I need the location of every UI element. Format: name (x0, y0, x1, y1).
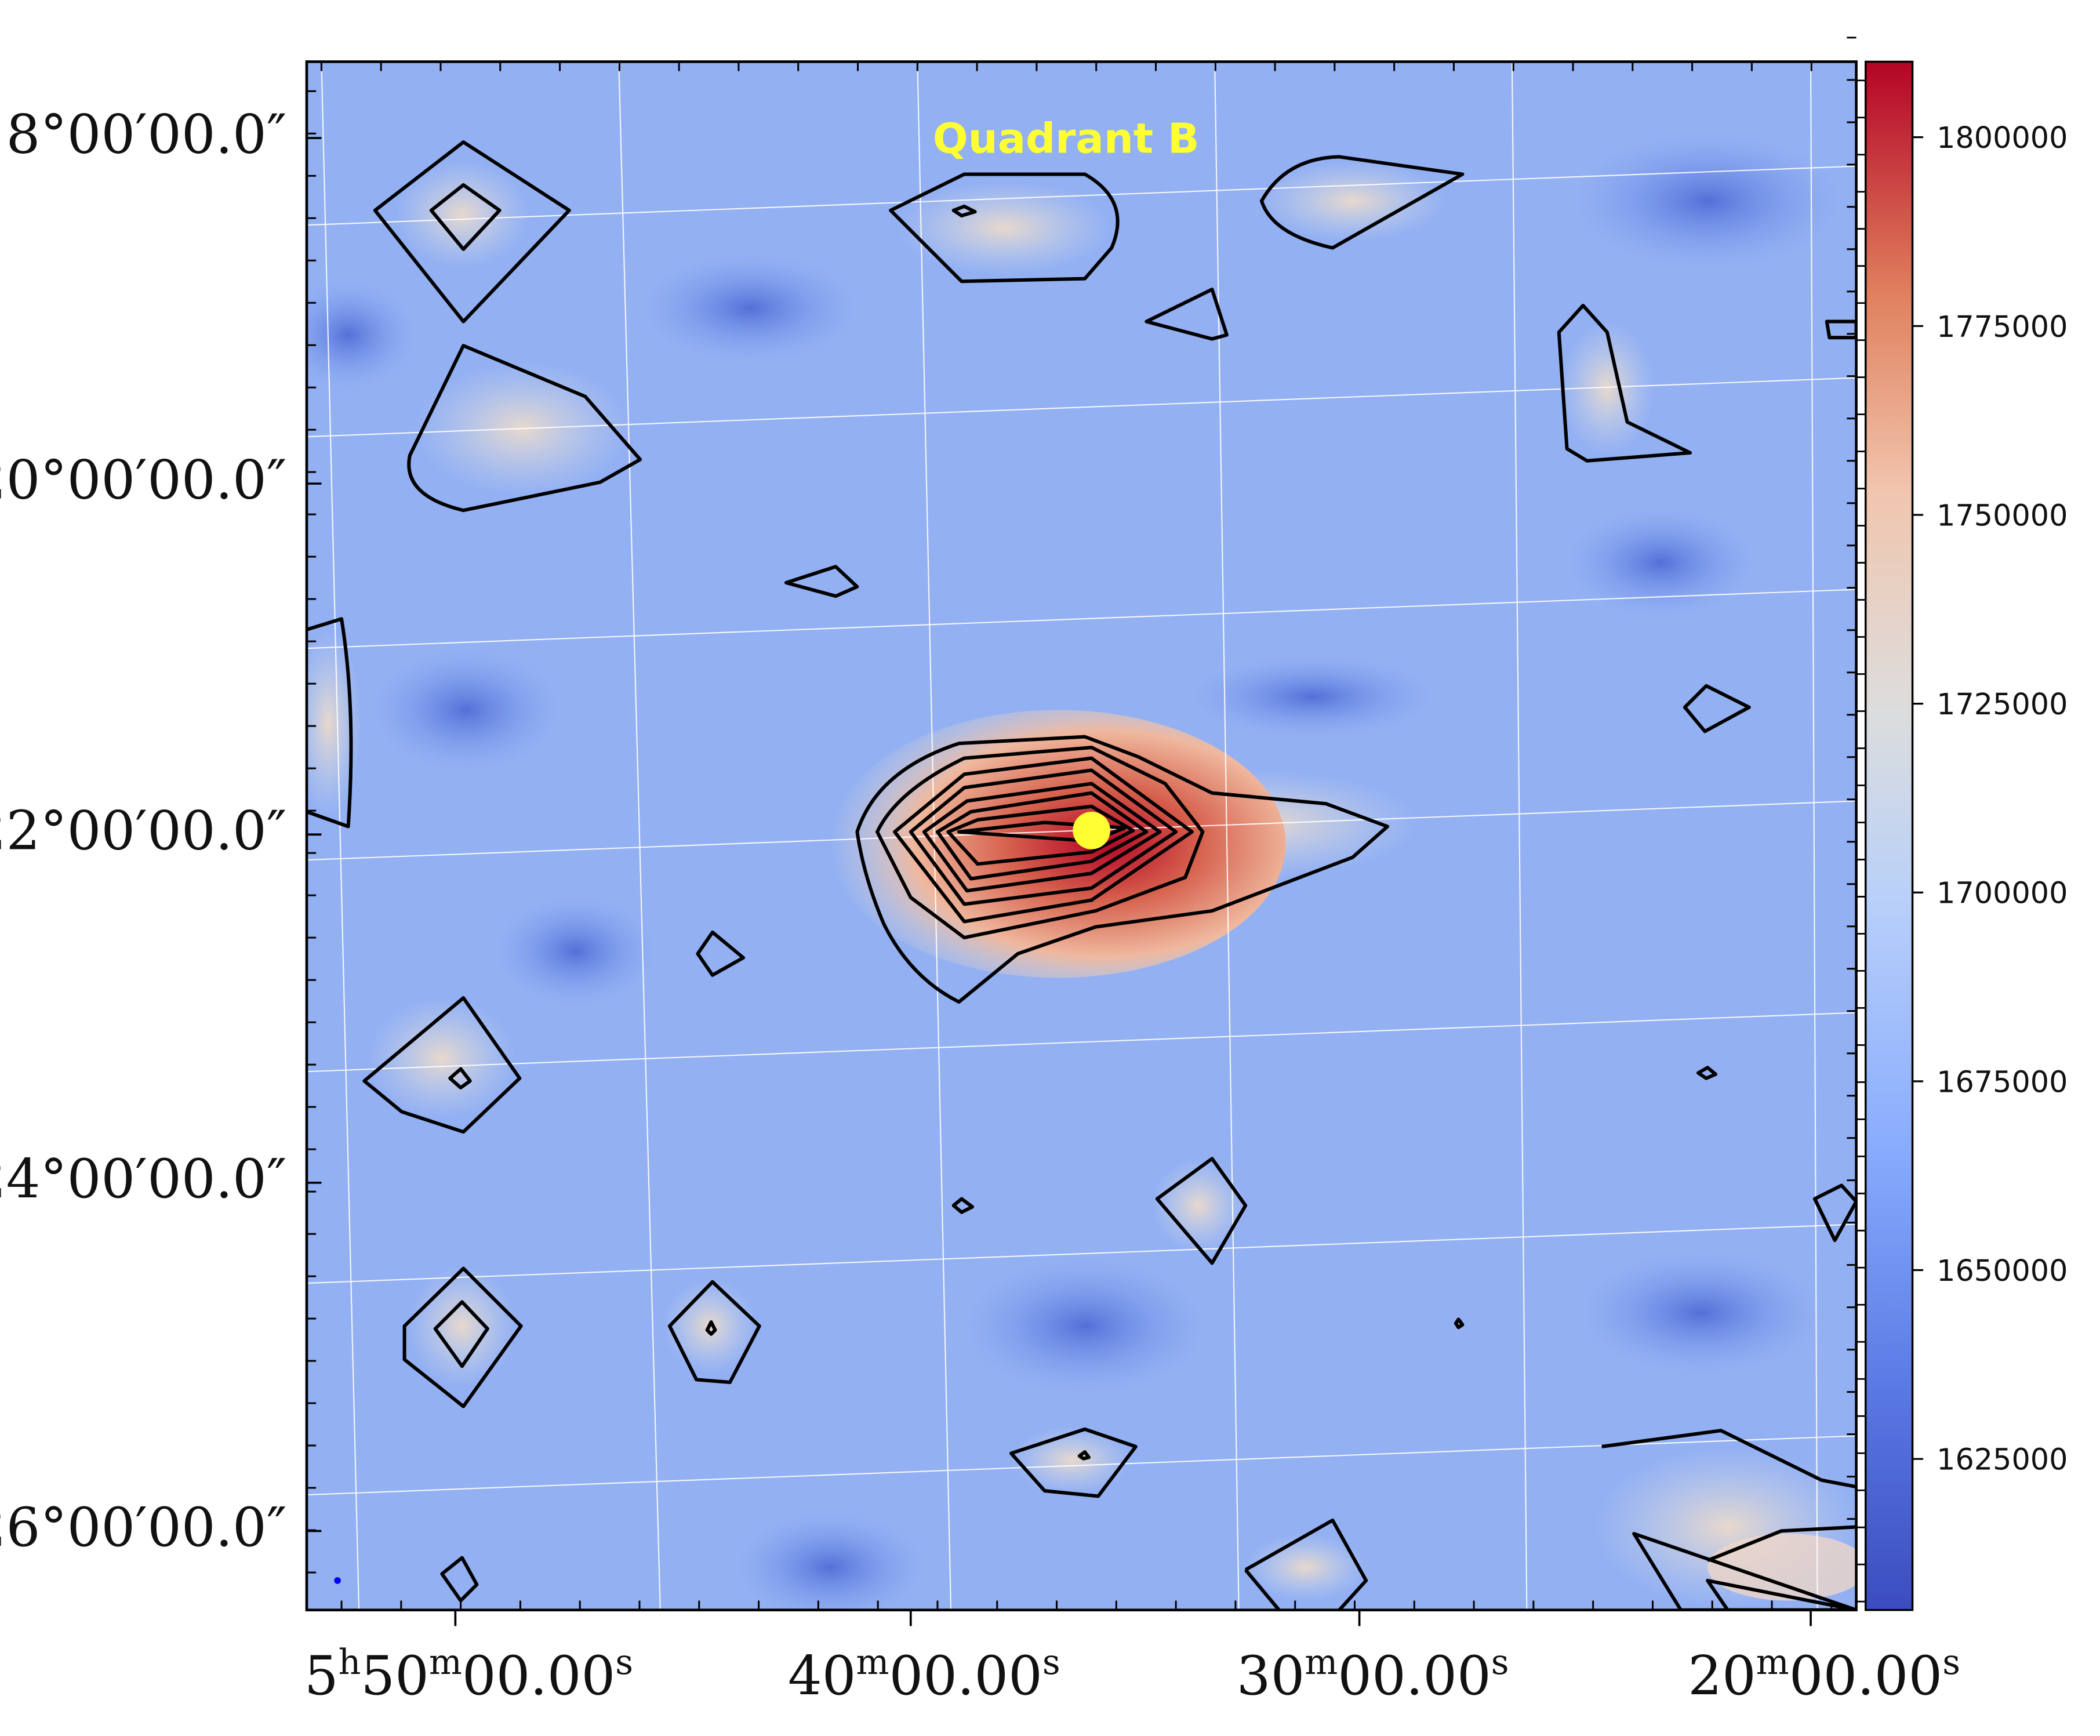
contour-region (1825, 319, 1856, 340)
dec-tick-label: 22°00′00.0″ (0, 800, 286, 862)
ra-tick-label: 20m00.00s (1688, 1642, 1960, 1707)
contour-region (429, 183, 502, 251)
contour-region (373, 140, 571, 324)
contour-region (784, 565, 859, 598)
contour-region (1155, 1157, 1248, 1265)
beam-marker (334, 1577, 341, 1584)
contour-region (440, 1556, 479, 1603)
colorbar-tick-label: 1675000 (1936, 1065, 2068, 1099)
quadrant-annotation: Quadrant B (933, 114, 1200, 162)
colorbar-tick-label: 1800000 (1936, 121, 2068, 155)
ra-axis: 5h50m00.00s 40m00.00s 30m00.00s 20m00.00s (304, 1610, 1960, 1707)
contour-region (1244, 1518, 1368, 1610)
contour-region (1601, 1429, 1856, 1610)
contour-region (407, 344, 642, 513)
contour-peak (922, 782, 1162, 893)
contour-peak (909, 768, 1178, 906)
contour-region (1259, 155, 1465, 250)
colorbar-ticks: 1625000 1650000 1675000 1700000 1725000 17500… (1856, 79, 2068, 1603)
contour-peak (935, 791, 1149, 881)
colorbar-tick-label: 1625000 (1936, 1443, 2068, 1477)
colorbar-tick-label: 1725000 (1936, 687, 2068, 721)
contour-region (705, 1320, 717, 1336)
dec-tick-label: 18°00′00.0″ (0, 103, 286, 165)
contour-region (889, 172, 1120, 284)
contour-region (1454, 1317, 1465, 1330)
ra-tick-label: 5h50m00.00s (304, 1642, 633, 1707)
ra-tick-label: 30m00.00s (1237, 1642, 1509, 1707)
dec-tick-label: 24°00′00.0″ (0, 1147, 286, 1210)
contour-region (1706, 1525, 1856, 1610)
colorbar-tick-label: 1775000 (1936, 310, 2068, 344)
contour-region (1696, 1066, 1718, 1080)
colorbar (1865, 60, 1914, 1611)
contour-peak (855, 735, 1390, 1004)
contour-region (402, 1266, 523, 1408)
contour-lines (306, 140, 1856, 1610)
contour-region (1557, 303, 1692, 463)
contour-peak (957, 820, 1127, 843)
contour-peak (893, 756, 1194, 924)
axis-ticks (306, 37, 1856, 1610)
contour-region (362, 996, 522, 1134)
dec-tick-label: 20°00′00.0″ (0, 448, 286, 511)
contour-region (696, 930, 746, 977)
colorbar-tick-label: 1700000 (1936, 876, 2068, 910)
colorbar-tick-label: 1750000 (1936, 498, 2068, 532)
contour-region (1683, 684, 1751, 733)
contour-region (667, 1280, 761, 1385)
contour-peak (946, 804, 1135, 866)
source-marker (1073, 811, 1110, 849)
contour-region (1077, 1450, 1091, 1461)
dec-axis: 18°00′00.0″ 20°00′00.0″ 22°00′00.0″ 24°00′0… (0, 103, 322, 1559)
contour-region (1009, 1427, 1138, 1498)
dec-tick-label: 26°00′00.0″ (0, 1496, 286, 1559)
contour-region (433, 1300, 489, 1368)
contour-region (1145, 288, 1229, 341)
contour-region (951, 204, 977, 218)
contour-region (1812, 1183, 1856, 1243)
colorbar-tick-label: 1650000 (1936, 1254, 2068, 1288)
plot-frame (305, 60, 1858, 1612)
ra-tick-label: 40m00.00s (788, 1642, 1060, 1707)
contour-region (306, 617, 353, 829)
contour-region (448, 1067, 472, 1089)
coordinate-grid (306, 61, 1856, 1610)
contour-peak (875, 746, 1205, 940)
contour-region (951, 1197, 975, 1214)
